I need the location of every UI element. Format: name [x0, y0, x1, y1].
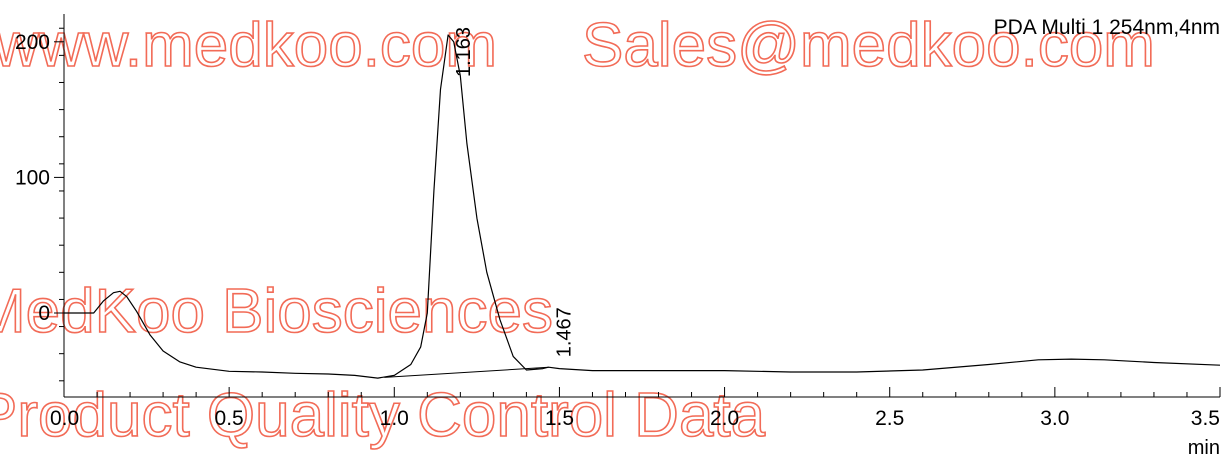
chart-title: PDA Multi 1 254nm,4nm — [994, 16, 1220, 39]
x-tick-label: 2.0 — [710, 407, 739, 430]
x-tick-label: 1.5 — [545, 407, 574, 430]
plot-area: 1.163 1.467 — [64, 27, 1221, 379]
x-tick-label: 2.5 — [875, 407, 904, 430]
watermark-company: MedKoo Biosciences — [0, 277, 553, 346]
x-tick-label: 0.5 — [215, 407, 244, 430]
peak-label: 1.163 — [453, 27, 475, 77]
x-tick-label: 1.0 — [380, 407, 409, 430]
axes: 0.0 0.5 1.0 1.5 2.0 2.5 3.0 3.5 0 100 200 — [15, 14, 1221, 430]
y-tick-label: 100 — [15, 166, 50, 189]
y-ticks: 0 100 200 — [15, 27, 64, 382]
x-tick-label: 0.0 — [50, 407, 79, 430]
peak-label: 1.467 — [554, 307, 576, 357]
watermark-email: Sales@medkoo.com — [582, 11, 1155, 80]
integration-baseline — [384, 366, 549, 378]
y-tick-label: 200 — [15, 31, 50, 54]
x-tick-label: 3.5 — [1191, 407, 1220, 430]
watermark-layer: www.medkoo.com Sales@medkoo.com MedKoo B… — [0, 10, 1156, 451]
y-tick-label: 0 — [38, 302, 50, 325]
signal-trace — [64, 34, 1221, 379]
x-tick-label: 3.0 — [1040, 407, 1069, 430]
x-axis-label: min — [1188, 437, 1220, 459]
x-ticks: 0.0 0.5 1.0 1.5 2.0 2.5 3.0 3.5 — [50, 387, 1221, 430]
watermark-qc-data: Product Quality Control Data — [0, 381, 766, 450]
watermark-website: www.medkoo.com — [0, 11, 497, 80]
